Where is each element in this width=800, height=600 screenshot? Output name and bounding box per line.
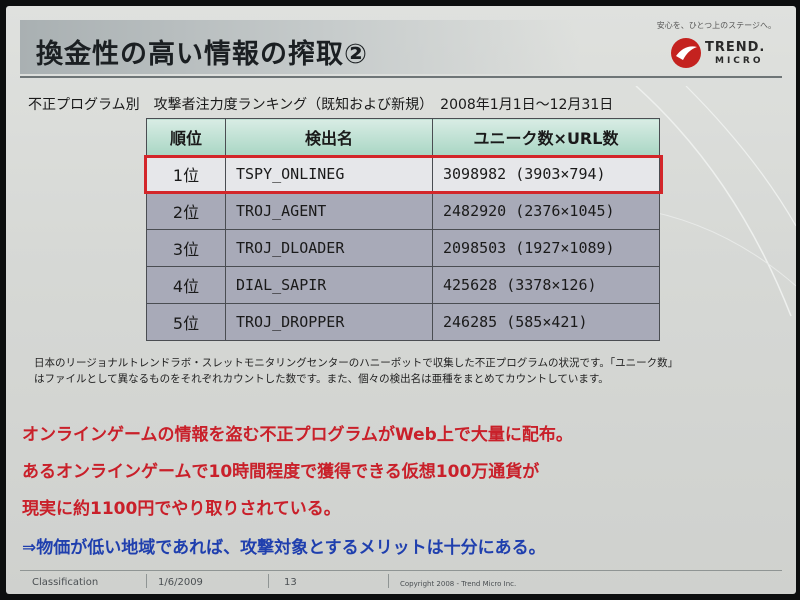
cell-rank: 2位 — [146, 192, 226, 230]
logo-text-top: TREND. — [705, 40, 766, 55]
cell-unique-url: 2098503 (1927×1089) — [432, 229, 660, 267]
table-row: 3位 TROJ_DLOADER 2098503 (1927×1089) — [146, 229, 660, 267]
message-conclusion: ⇒物価が低い地域であれば、攻撃対象とするメリットは十分にある。 — [22, 538, 546, 558]
cell-unique-url: 2482920 (2376×1045) — [432, 192, 660, 230]
footer-divider — [20, 570, 782, 571]
cell-rank: 4位 — [146, 266, 226, 304]
table-row: 5位 TROJ_DROPPER 246285 (585×421) — [146, 303, 660, 341]
cell-unique-url: 425628 (3378×126) — [432, 266, 660, 304]
message-line-1: オンラインゲームの情報を盗む不正プログラムがWeb上で大量に配布。 — [22, 425, 573, 445]
title-divider — [20, 76, 782, 78]
footer-separator — [388, 574, 389, 588]
trend-micro-logo-icon — [671, 38, 701, 68]
cell-rank: 5位 — [146, 303, 226, 341]
table-row: 2位 TROJ_AGENT 2482920 (2376×1045) — [146, 192, 660, 230]
cell-detection-name: TROJ_AGENT — [225, 192, 433, 230]
logo-text-bottom: MICRO — [715, 56, 764, 66]
message-line-3: 現実に約1100円でやり取りされている。 — [22, 499, 341, 519]
col-header-detection-name: 検出名 — [225, 118, 433, 156]
table-row: 1位 TSPY_ONLINEG 3098982 (3903×794) — [146, 155, 660, 193]
cell-unique-url: 3098982 (3903×794) — [432, 155, 660, 193]
footnote: 日本のリージョナルトレンドラボ・スレットモニタリングセンターのハニーポットで収集… — [34, 355, 774, 387]
trend-micro-logo: TREND. MICRO — [671, 38, 786, 78]
footnote-line-1: 日本のリージョナルトレンドラボ・スレットモニタリングセンターのハニーポットで収集… — [34, 357, 679, 369]
cell-unique-url: 246285 (585×421) — [432, 303, 660, 341]
page-title: 換金性の高い情報の搾取② — [36, 39, 368, 70]
footer-classification: Classification — [32, 577, 99, 588]
cell-detection-name: TROJ_DROPPER — [225, 303, 433, 341]
footer-date: 1/6/2009 — [158, 577, 203, 588]
ranking-table: 順位 検出名 ユニーク数×URL数 1位 TSPY_ONLINEG 309898… — [146, 118, 660, 341]
title-bar — [20, 20, 580, 74]
top-rank-highlight — [144, 155, 663, 194]
table-row: 4位 DIAL_SAPIR 425628 (3378×126) — [146, 266, 660, 304]
message-line-2: あるオンラインゲームで10時間程度で獲得できる仮想100万通貨が — [22, 462, 540, 482]
col-header-rank: 順位 — [146, 118, 226, 156]
slide: 換金性の高い情報の搾取② 安心を、ひとつ上のステージへ。 TREND. MICR… — [6, 6, 796, 594]
footer-separator — [268, 574, 269, 588]
cell-rank: 1位 — [146, 155, 226, 193]
table-header-row: 順位 検出名 ユニーク数×URL数 — [146, 118, 660, 156]
brand-tagline: 安心を、ひとつ上のステージへ。 — [656, 21, 776, 30]
footer-copyright: Copyright 2008 - Trend Micro Inc. — [400, 580, 517, 588]
footer-page-number: 13 — [284, 577, 297, 588]
footer-separator — [146, 574, 147, 588]
col-header-unique-url: ユニーク数×URL数 — [432, 118, 660, 156]
cell-detection-name: TSPY_ONLINEG — [225, 155, 433, 193]
cell-rank: 3位 — [146, 229, 226, 267]
cell-detection-name: TROJ_DLOADER — [225, 229, 433, 267]
footnote-line-2: はファイルとして異なるものをそれぞれカウントした数です。また、個々の検出名は亜種… — [34, 373, 609, 385]
cell-detection-name: DIAL_SAPIR — [225, 266, 433, 304]
table-caption: 不正プログラム別 攻撃者注力度ランキング（既知および新規） 2008年1月1日～… — [28, 97, 614, 113]
